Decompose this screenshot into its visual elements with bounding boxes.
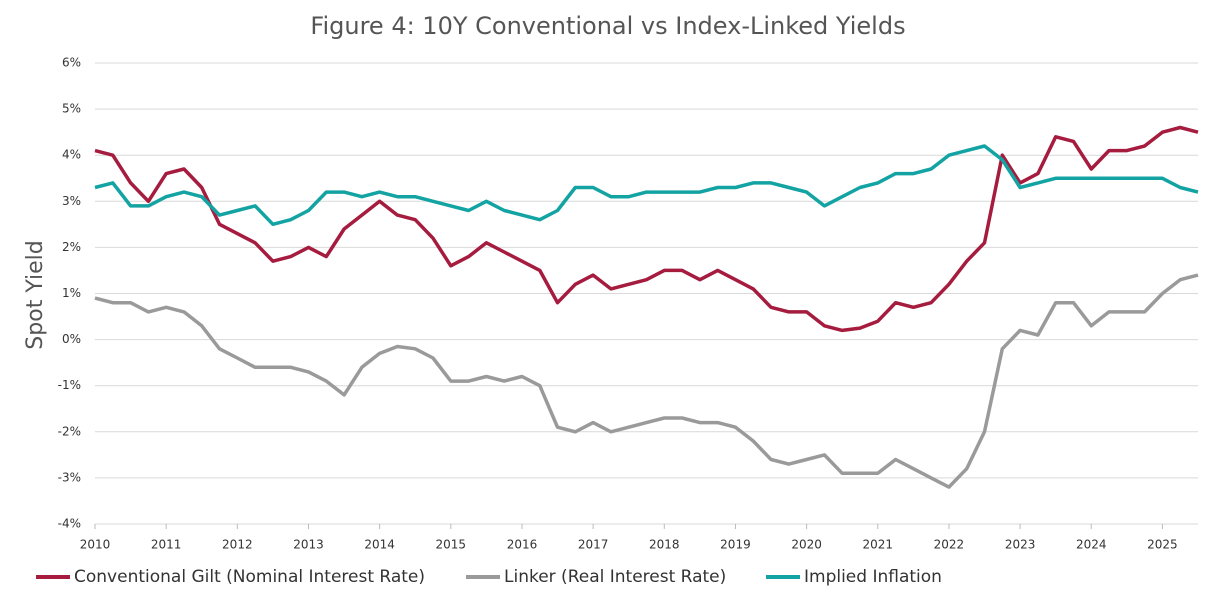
x-tick-label: 2025 <box>1147 538 1178 552</box>
x-tick-label: 2022 <box>934 538 965 552</box>
y-tick-label: 5% <box>62 102 81 116</box>
y-tick-label: 2% <box>62 240 81 254</box>
legend-label: Linker (Real Interest Rate) <box>504 567 726 587</box>
x-tick-label: 2024 <box>1076 538 1107 552</box>
y-tick-label: 0% <box>62 332 81 346</box>
y-tick-label: -2% <box>58 424 81 438</box>
x-tick-label: 2017 <box>578 538 609 552</box>
x-tick-label: 2015 <box>436 538 467 552</box>
series-line <box>94 273 1199 489</box>
legend-label: Conventional Gilt (Nominal Interest Rate… <box>74 567 425 587</box>
y-tick-label: 6% <box>62 56 81 70</box>
x-tick-label: 2010 <box>80 538 111 552</box>
y-tick-label: -3% <box>58 470 81 484</box>
x-tick-label: 2019 <box>720 538 751 552</box>
x-tick-label: 2014 <box>364 538 395 552</box>
y-tick-label: -1% <box>58 378 81 392</box>
x-tick-label: 2018 <box>649 538 680 552</box>
x-tick-label: 2023 <box>1005 538 1036 552</box>
y-tick-label: 3% <box>62 194 81 208</box>
y-tick-label: 1% <box>62 286 81 300</box>
series-line <box>94 144 1199 227</box>
x-tick-label: 2011 <box>151 538 182 552</box>
x-tick-label: 2016 <box>507 538 538 552</box>
x-tick-label: 2012 <box>222 538 253 552</box>
series-line <box>94 125 1199 333</box>
legend-label: Implied Inflation <box>804 567 942 587</box>
y-axis-label: Spot Yield <box>23 240 48 349</box>
x-tick-label: 2013 <box>293 538 324 552</box>
y-tick-label: -4% <box>58 517 81 531</box>
x-tick-label: 2020 <box>791 538 822 552</box>
x-tick-label: 2021 <box>863 538 894 552</box>
chart-title: Figure 4: 10Y Conventional vs Index-Link… <box>310 12 905 40</box>
y-tick-label: 4% <box>62 148 81 162</box>
